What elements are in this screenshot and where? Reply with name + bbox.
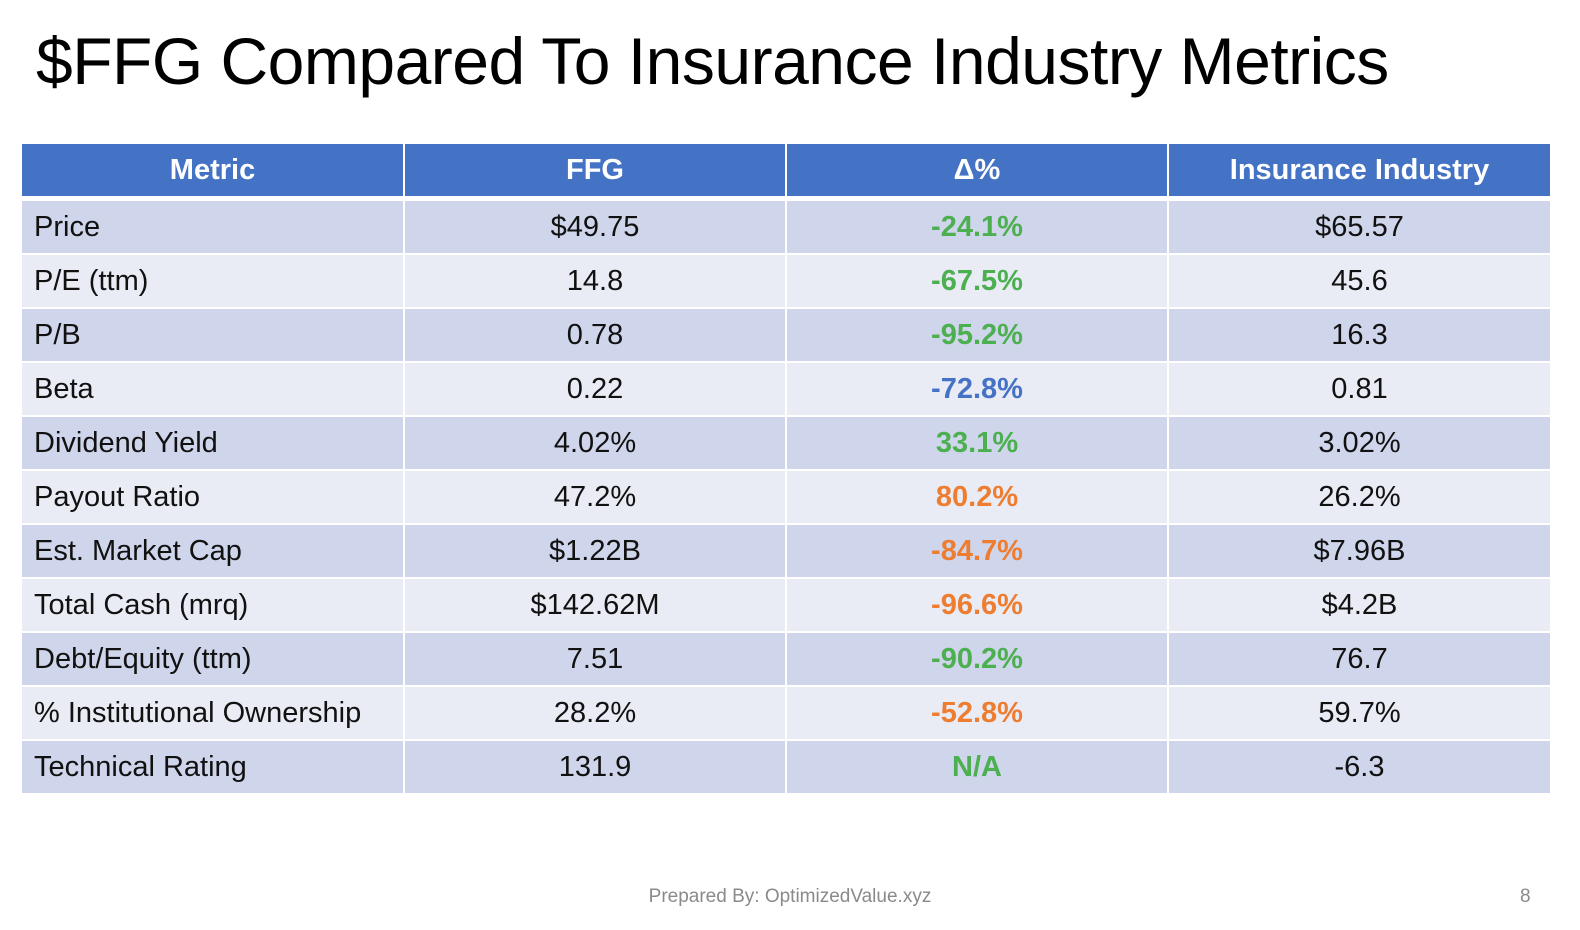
industry-value-cell: 26.2%: [1168, 470, 1550, 525]
industry-value-cell: 0.81: [1168, 362, 1550, 417]
delta-value-cell: -95.2%: [786, 308, 1169, 363]
table-row: Total Cash (mrq) $142.62M -96.6% $4.2B: [22, 578, 1550, 633]
industry-value-cell: 3.02%: [1168, 416, 1550, 471]
ffg-value-cell: 4.02%: [404, 416, 787, 471]
metric-cell: Total Cash (mrq): [22, 578, 405, 633]
ffg-value-cell: $142.62M: [404, 578, 787, 633]
industry-value-cell: $65.57: [1168, 198, 1550, 255]
table-row: Beta 0.22 -72.8% 0.81: [22, 362, 1550, 417]
ffg-value-cell: 28.2%: [404, 686, 787, 741]
metric-cell: % Institutional Ownership: [22, 686, 405, 741]
ffg-value-cell: 0.22: [404, 362, 787, 417]
ffg-value-cell: 7.51: [404, 632, 787, 687]
slide-title: $FFG Compared To Insurance Industry Metr…: [36, 24, 1389, 98]
table-row: Technical Rating 131.9 N/A -6.3: [22, 740, 1550, 795]
ffg-value-cell: 131.9: [404, 740, 787, 795]
delta-value-cell: 80.2%: [786, 470, 1169, 525]
metric-cell: P/B: [22, 308, 405, 363]
metric-cell: Price: [22, 198, 405, 255]
table-row: % Institutional Ownership 28.2% -52.8% 59.7…: [22, 686, 1550, 741]
industry-value-cell: -6.3: [1168, 740, 1550, 795]
metric-cell: Technical Rating: [22, 740, 405, 795]
page-number: 8: [1520, 886, 1531, 907]
ffg-value-cell: $49.75: [404, 198, 787, 255]
ffg-value-cell: 14.8: [404, 254, 787, 309]
delta-value-cell: -52.8%: [786, 686, 1169, 741]
table-row: Est. Market Cap $1.22B -84.7% $7.96B: [22, 524, 1550, 579]
ffg-value-cell: 47.2%: [404, 470, 787, 525]
table-body: Price $49.75 -24.1% $65.57 P/E (ttm) 14.8 -67.…: [22, 198, 1550, 795]
header-metric: Metric: [22, 144, 405, 201]
table-row: P/B 0.78 -95.2% 16.3: [22, 308, 1550, 363]
metrics-table: Metric FFG Δ% Insurance Industry Price $4…: [22, 144, 1550, 795]
delta-value-cell: -90.2%: [786, 632, 1169, 687]
industry-value-cell: 16.3: [1168, 308, 1550, 363]
delta-value-cell: -84.7%: [786, 524, 1169, 579]
header-ffg: FFG: [404, 144, 787, 201]
metric-cell: Payout Ratio: [22, 470, 405, 525]
table-row: Debt/Equity (ttm) 7.51 -90.2% 76.7: [22, 632, 1550, 687]
ffg-value-cell: $1.22B: [404, 524, 787, 579]
metric-cell: Est. Market Cap: [22, 524, 405, 579]
table-row: Dividend Yield 4.02% 33.1% 3.02%: [22, 416, 1550, 471]
delta-value-cell: N/A: [786, 740, 1169, 795]
table-row: P/E (ttm) 14.8 -67.5% 45.6: [22, 254, 1550, 309]
table-row: Payout Ratio 47.2% 80.2% 26.2%: [22, 470, 1550, 525]
metric-cell: Beta: [22, 362, 405, 417]
ffg-value-cell: 0.78: [404, 308, 787, 363]
industry-value-cell: $7.96B: [1168, 524, 1550, 579]
delta-value-cell: -96.6%: [786, 578, 1169, 633]
industry-value-cell: 76.7: [1168, 632, 1550, 687]
industry-value-cell: $4.2B: [1168, 578, 1550, 633]
industry-value-cell: 59.7%: [1168, 686, 1550, 741]
metric-cell: P/E (ttm): [22, 254, 405, 309]
table-row: Price $49.75 -24.1% $65.57: [22, 198, 1550, 255]
metric-cell: Dividend Yield: [22, 416, 405, 471]
header-delta: Δ%: [786, 144, 1169, 201]
delta-value-cell: -24.1%: [786, 198, 1169, 255]
delta-value-cell: 33.1%: [786, 416, 1169, 471]
delta-value-cell: -67.5%: [786, 254, 1169, 309]
header-industry: Insurance Industry: [1168, 144, 1550, 201]
delta-value-cell: -72.8%: [786, 362, 1169, 417]
metric-cell: Debt/Equity (ttm): [22, 632, 405, 687]
footer-prepared-by: Prepared By: OptimizedValue.xyz: [648, 886, 932, 907]
industry-value-cell: 45.6: [1168, 254, 1550, 309]
table-header-row: Metric FFG Δ% Insurance Industry: [22, 144, 1550, 201]
